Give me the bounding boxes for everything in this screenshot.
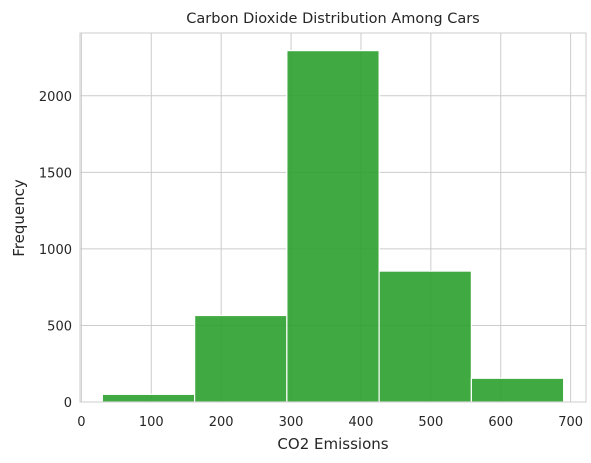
x-tick-label: 100 <box>139 415 164 430</box>
x-tick-label: 0 <box>77 415 85 430</box>
x-tick-labels: 0 100 200 300 400 500 600 700 <box>77 415 583 430</box>
x-tick-label: 700 <box>558 415 583 430</box>
histogram-bars <box>101 50 565 403</box>
histogram-bar-1 <box>194 314 288 403</box>
histogram-bar-2 <box>286 50 380 403</box>
histogram-bar-4 <box>470 377 565 403</box>
x-axis-label: CO2 Emissions <box>277 435 388 453</box>
x-tick-label: 400 <box>349 415 374 430</box>
y-tick-label: 1500 <box>39 166 72 181</box>
y-tick-labels: 0 500 1000 1500 2000 <box>39 90 72 411</box>
x-tick-label: 500 <box>418 415 443 430</box>
histogram-bar-0 <box>101 393 196 403</box>
y-tick-label: 2000 <box>39 90 72 105</box>
y-tick-label: 1000 <box>39 243 72 258</box>
plot-frame <box>79 32 587 403</box>
y-tick-label: 0 <box>64 396 72 411</box>
x-tick-label: 600 <box>488 415 513 430</box>
y-tick-label: 500 <box>47 319 72 334</box>
chart-title: Carbon Dioxide Distribution Among Cars <box>186 11 479 27</box>
histogram-bar-3 <box>378 270 472 403</box>
y-axis-label: Frequency <box>10 179 28 257</box>
x-tick-label: 200 <box>209 415 234 430</box>
x-tick-label: 300 <box>279 415 304 430</box>
